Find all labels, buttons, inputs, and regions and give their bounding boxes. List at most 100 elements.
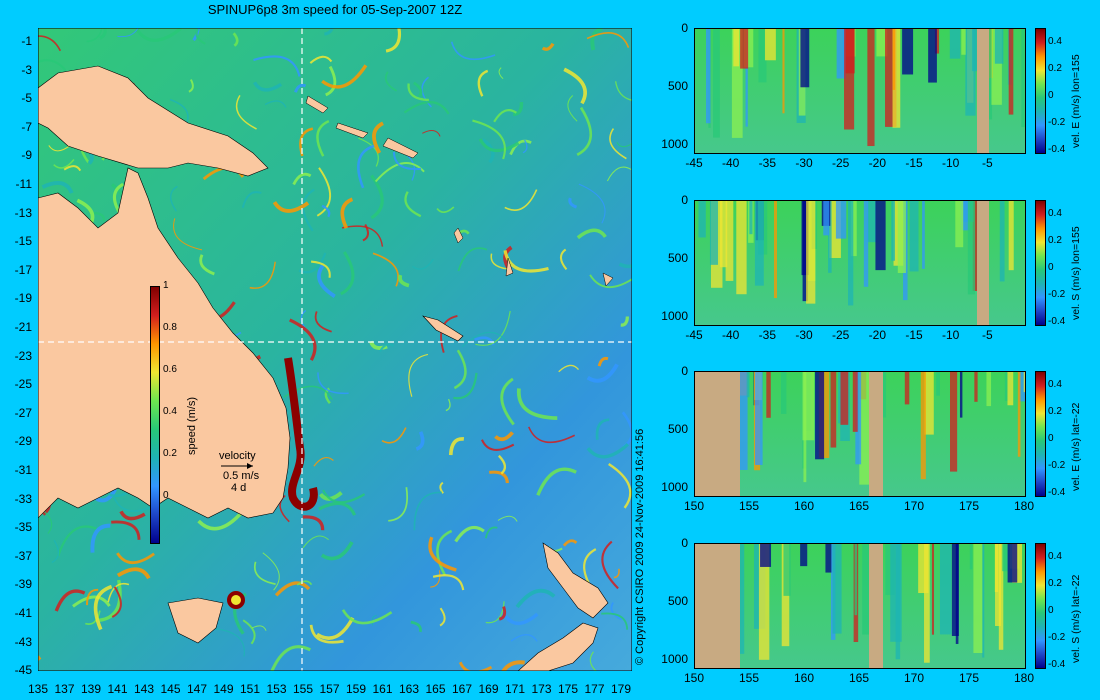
section-x-tick-label: -10 [941,156,960,170]
section-x-tick-label: -10 [941,328,960,342]
lat-tick-label: -13 [14,205,32,220]
lat-tick-label: -33 [14,491,32,506]
lon-tick-label: 155 [292,682,314,696]
section-x-tick-label: -30 [795,328,813,342]
depth-tick-label: 500 [667,422,688,436]
lon-tick-label: 175 [557,682,579,696]
lon-tick-label: 171 [504,682,526,696]
depth-tick-label: 1000 [661,137,688,151]
section-x-tick-label: 165 [848,671,870,685]
section-colorbar-label: vel. S (m/s) lon=155 [1070,226,1082,320]
section-colorbar-tick: -0.4 [1048,659,1066,670]
section-colorbar [1035,371,1046,497]
land-islands [305,95,614,287]
lon-tick-label: 163 [398,682,420,696]
section-x-tick-label: -5 [981,156,993,170]
lat-tick-label: -7 [21,119,32,134]
lon-tick-label: 167 [451,682,473,696]
section-colorbar-tick: 0.2 [1048,235,1062,246]
depth-tick-label: 500 [667,594,688,608]
lon-tick-label: 151 [239,682,261,696]
section-panel[interactable] [694,200,1026,326]
lon-tick-label: 147 [186,682,208,696]
lat-tick-label: -1 [21,34,32,48]
depth-tick-label: 0 [681,21,688,35]
speed-colorbar [150,286,160,544]
lon-tick-label: 159 [345,682,367,696]
velocity-key-title: velocity [219,450,256,462]
section-colorbar-tick: 0.4 [1048,208,1062,219]
depth-tick-label: 500 [667,79,688,93]
depth-tick-label: 0 [681,536,688,550]
section-colorbar-tick: 0.2 [1048,63,1062,74]
section-x-tick-label: -20 [868,156,886,170]
section-x-tick-label: -25 [831,156,850,170]
section-x-tick-label: -15 [905,328,923,342]
land-new-zealand-north [542,542,609,619]
lat-tick-label: -37 [14,548,32,563]
lat-tick-label: -45 [14,663,32,678]
section-x-tick-label: 165 [848,499,870,513]
section-colorbar [1035,543,1046,669]
land-new-guinea [38,65,269,177]
section-colorbar-tick: -0.4 [1048,144,1066,155]
section-x-tick-label: -30 [795,156,813,170]
section-x-tick-label: -20 [868,328,886,342]
depth-tick-label: 1000 [661,652,688,666]
section-panel-plot [695,544,1023,668]
lat-tick-label: -35 [14,520,32,535]
lon-tick-label: 145 [160,682,181,696]
section-colorbar-tick: 0.2 [1048,578,1062,589]
section-x-tick-label: 160 [793,671,815,685]
depth-tick-label: 0 [681,364,688,378]
lon-tick-label: 139 [80,682,102,696]
section-colorbar-tick: -0.2 [1048,117,1066,128]
speed-colorbar-tick: 0.8 [163,322,177,333]
section-x-tick-label: -5 [981,328,993,342]
section-panel-plot [698,201,1014,325]
land-new-zealand-south [517,622,599,671]
lon-tick-label: 153 [266,682,287,696]
section-x-tick-label: 150 [683,499,705,513]
lon-tick-label: 157 [319,682,340,696]
velocity-key: velocity 0.5 m/s 4 d [219,450,259,494]
land-tasmania [167,597,224,644]
section-colorbar-tick: 0.4 [1048,36,1062,47]
land-new-caledonia [422,315,464,342]
section-x-tick-label: 175 [958,499,980,513]
section-colorbar-tick: 0.2 [1048,406,1062,417]
depth-tick-label: 500 [667,251,688,265]
speed-colorbar-tick: 0 [163,490,169,501]
section-x-tick-label: -40 [721,156,740,170]
section-panel[interactable] [694,28,1026,154]
section-x-tick-label: -45 [685,328,703,342]
section-colorbar-tick: 0.4 [1048,551,1062,562]
section-x-tick-label: 160 [793,499,815,513]
section-x-tick-label: 150 [683,671,705,685]
section-colorbar-label: vel. S (m/s) lat=-22 [1070,574,1082,663]
section-panel-plot [706,29,1025,153]
lon-tick-label: 161 [372,682,393,696]
section-colorbar [1035,200,1046,326]
lat-tick-label: -15 [14,234,32,249]
section-x-tick-label: 170 [903,499,925,513]
section-colorbar-tick: -0.2 [1048,632,1066,643]
lat-tick-label: -19 [14,291,32,306]
section-panel[interactable] [694,371,1026,497]
lon-tick-label: 143 [133,682,155,696]
copyright-credit: © Copyright CSIRO 2009 24-Nov-2009 16:41… [634,428,646,665]
section-x-tick-label: 170 [903,671,925,685]
velocity-key-time: 4 d [231,482,247,494]
section-colorbar-tick: 0 [1048,605,1054,616]
lon-tick-label: 137 [54,682,75,696]
lat-tick-label: -43 [14,634,32,649]
section-colorbar-tick: -0.2 [1048,460,1066,471]
section-x-tick-label: 180 [1013,499,1035,513]
lat-tick-label: -17 [14,262,32,277]
section-x-tick-label: 175 [958,671,980,685]
section-panel[interactable] [694,543,1026,669]
speed-field [38,28,632,671]
speed-map[interactable] [38,28,632,671]
speed-colorbar-label: speed (m/s) [186,396,198,455]
section-colorbar [1035,28,1046,154]
